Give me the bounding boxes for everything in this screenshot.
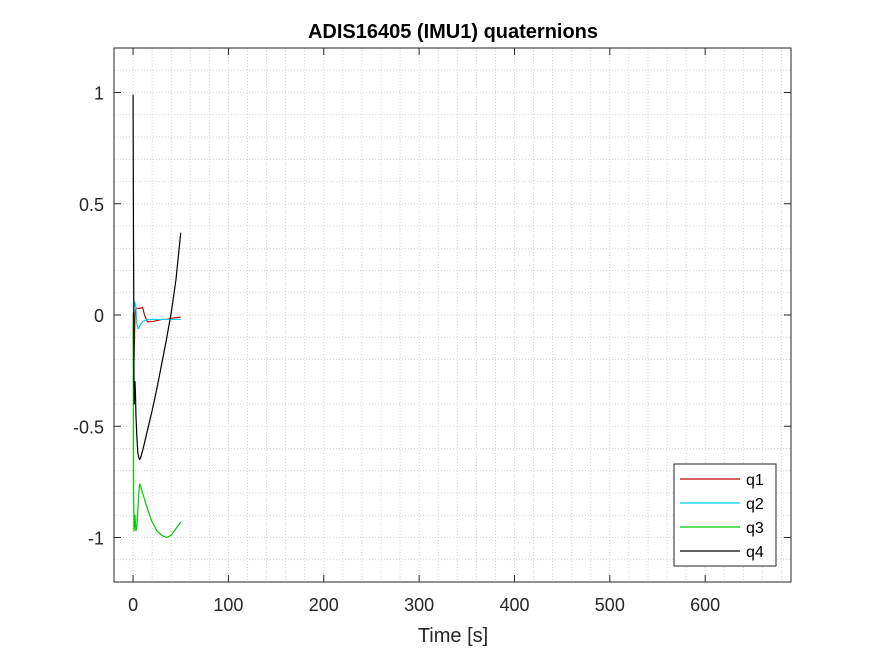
series-layer bbox=[132, 94, 182, 539]
y-tick-label: 0.5 bbox=[79, 195, 104, 215]
x-axis: 0 100 200 300 400 500 600 bbox=[128, 48, 720, 615]
x-tick-label: 0 bbox=[128, 595, 138, 615]
series-line-q3 bbox=[132, 314, 182, 539]
legend-label-q2: q2 bbox=[746, 496, 764, 513]
legend-label-q4: q4 bbox=[746, 544, 764, 561]
legend-label-q3: q3 bbox=[746, 520, 764, 537]
x-tick-label: 200 bbox=[309, 595, 339, 615]
y-tick-label: -1 bbox=[88, 529, 104, 549]
y-tick-label: 1 bbox=[94, 84, 104, 104]
legend-label-q1: q1 bbox=[746, 472, 764, 489]
x-tick-label: 500 bbox=[595, 595, 625, 615]
chart-title: ADIS16405 (IMU1) quaternions bbox=[308, 21, 598, 43]
x-tick-label: 400 bbox=[499, 595, 529, 615]
x-tick-label: 300 bbox=[404, 595, 434, 615]
x-tick-label: 600 bbox=[690, 595, 720, 615]
y-axis: -1 -0.5 0 0.5 1 bbox=[73, 84, 791, 549]
y-tick-label: 0 bbox=[94, 306, 104, 326]
y-tick-label: -0.5 bbox=[73, 417, 104, 437]
x-tick-label: 100 bbox=[213, 595, 243, 615]
x-axis-label: Time [s] bbox=[418, 625, 488, 647]
legend-box bbox=[673, 463, 777, 567]
series-line-q4 bbox=[132, 94, 182, 461]
legend: q1 q2 q3 q4 bbox=[673, 463, 777, 567]
